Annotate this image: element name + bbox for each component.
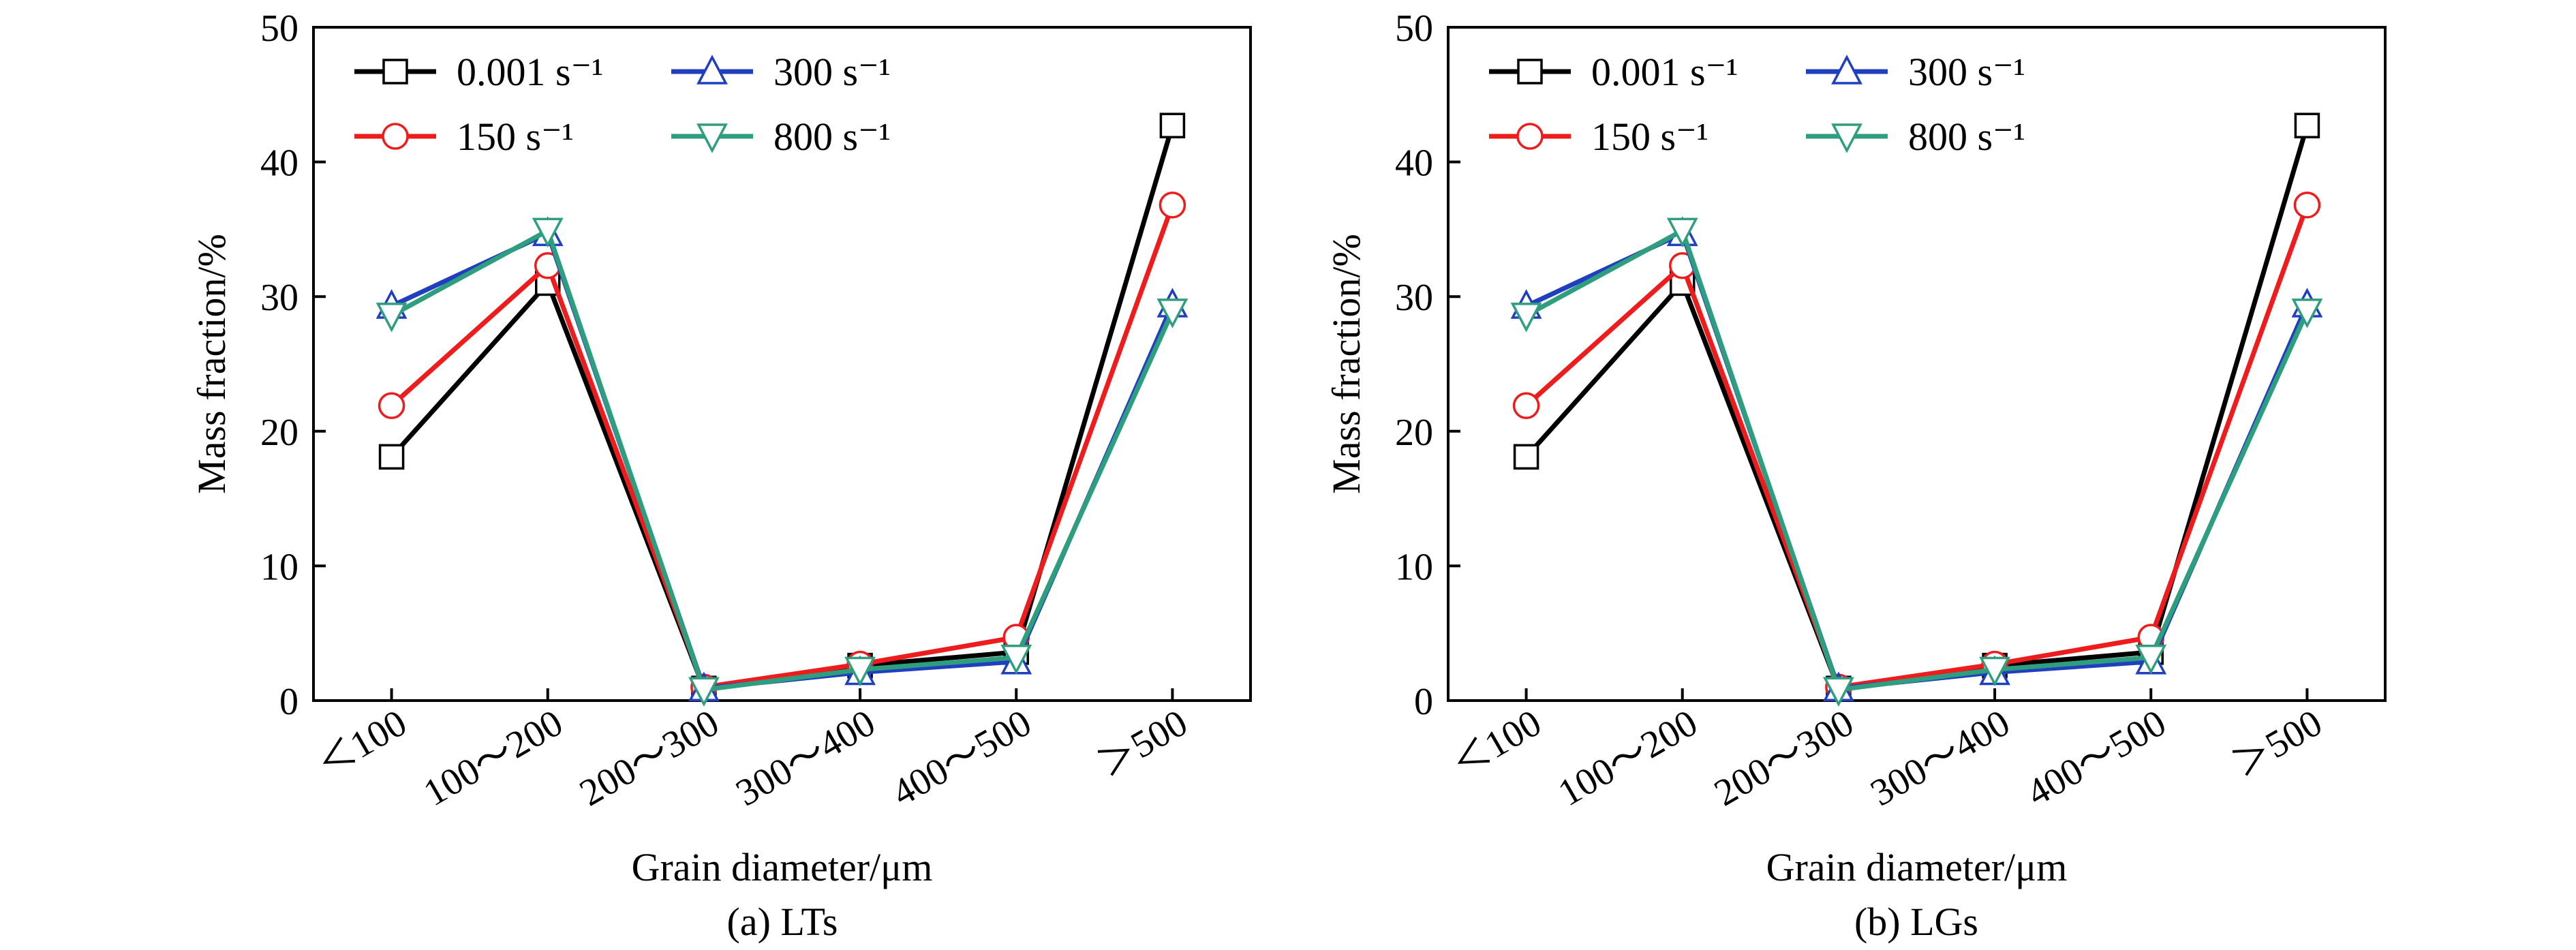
y-tick-label: 50 [1395,7,1433,50]
x-axis-title: Grain diameter/μm [632,845,933,889]
x-tick-label: 300～400 [729,702,883,815]
series-line [1524,125,2310,691]
legend-marker [1517,59,1543,85]
legend-item: 150 s⁻¹ [1489,114,1708,159]
chart-panel-a: 0 10 20 30 40 50 ＜100 100～200 200～300 300～400 400～… [189,7,1252,944]
data-point [2291,298,2323,328]
series-3 [1510,216,2323,701]
data-point [1159,191,1186,219]
x-tick-label: 300～400 [1864,702,2017,815]
data-point [378,392,405,420]
data-point [1156,298,1189,328]
legend-marker [1831,123,1862,153]
legend: 0.001 s⁻¹ 150 s⁻¹ 300 s⁻¹ 800 s⁻¹ [1489,50,2025,159]
data-point [375,303,408,333]
x-tick-label: 100～200 [416,702,570,815]
legend-label: 0.001 s⁻¹ [457,50,604,94]
legend-marker [696,123,728,153]
series-line [390,204,1175,690]
legend-label: 0.001 s⁻¹ [1591,50,1738,94]
legend-item: 800 s⁻¹ [671,114,891,159]
legend-label: 300 s⁻¹ [773,50,891,94]
data-point [2135,645,2167,675]
series-2 [378,191,1186,701]
y-tick-label: 0 [1414,681,1433,723]
legend-marker [382,59,408,85]
y-tick-label: 10 [260,546,298,588]
series-line [389,125,1175,691]
plot-frame [1447,26,2387,702]
x-tick-label: ＞500 [1091,702,1195,786]
y-tick-label: 30 [260,277,298,319]
legend-label: 150 s⁻¹ [457,114,574,159]
x-tick-label: 400～500 [2020,702,2173,815]
chart-caption: (b) LGs [1854,900,1978,944]
series-2 [1512,191,2321,701]
data-point [1512,392,1540,420]
y-tick-label: 0 [279,681,298,723]
legend-marker [1831,55,1862,85]
legend-label: 150 s⁻¹ [1591,114,1708,159]
series-4 [1510,217,2323,707]
legend-label: 800 s⁻¹ [773,114,891,159]
y-tick-label: 40 [1395,142,1433,185]
data-point [2293,191,2321,219]
data-point [1979,656,2010,687]
y-axis-title: Mass fraction/% [189,234,234,494]
series-1 [378,112,1186,701]
x-tick-label: ＞500 [2226,702,2329,786]
legend-item: 800 s⁻¹ [1806,114,2025,159]
plot-frame [312,26,1252,702]
legend-marker [696,55,728,85]
legend-label: 800 s⁻¹ [1908,114,2025,159]
y-tick-label: 30 [1395,277,1433,319]
data-point [1000,645,1032,675]
y-tick-label: 20 [260,412,298,454]
y-tick-label: 50 [260,7,298,50]
x-tick-label: 400～500 [885,702,1039,815]
series-4 [375,217,1189,707]
data-point [844,656,876,687]
data-point [1159,112,1186,138]
data-point [378,444,405,470]
x-tick-label: ＜100 [310,702,414,786]
data-point [2294,112,2320,138]
y-tick-label: 10 [1395,546,1433,588]
legend-marker [382,123,409,150]
legend-item: 300 s⁻¹ [1806,50,2025,94]
y-axis-title: Mass fraction/% [1324,234,1368,494]
legend-item: 300 s⁻¹ [671,50,891,94]
series-line [1524,228,2310,692]
legend: 0.001 s⁻¹ 150 s⁻¹ 300 s⁻¹ 800 s⁻¹ [354,50,891,159]
data-point [1510,303,1542,333]
x-tick-label: 200～300 [572,702,726,815]
series-1 [1513,112,2320,701]
data-point [1666,217,1698,248]
data-point [532,217,564,248]
series-line [390,228,1175,692]
legend-item: 0.001 s⁻¹ [1489,50,1738,94]
data-point [1823,677,1854,707]
x-tick-label: ＜100 [1445,702,1548,786]
series-line [1524,204,2310,690]
x-axis-title: Grain diameter/μm [1766,845,2068,889]
legend-label: 300 s⁻¹ [1908,50,2025,94]
x-tick-label: 100～200 [1551,702,1704,815]
x-tick-label: 200～300 [1707,702,1860,815]
legend-item: 150 s⁻¹ [354,114,574,159]
y-tick-label: 40 [260,142,298,185]
chart-panel-b: 0 10 20 30 40 50 ＜100 100～200 200～300 300～400 400～… [1324,7,2387,944]
series-3 [375,216,1189,701]
chart-caption: (a) LTs [727,900,838,944]
legend-item: 0.001 s⁻¹ [354,50,604,94]
data-point [1513,444,1539,470]
y-tick-label: 20 [1395,412,1433,454]
data-point [688,677,720,707]
legend-marker [1516,123,1544,150]
